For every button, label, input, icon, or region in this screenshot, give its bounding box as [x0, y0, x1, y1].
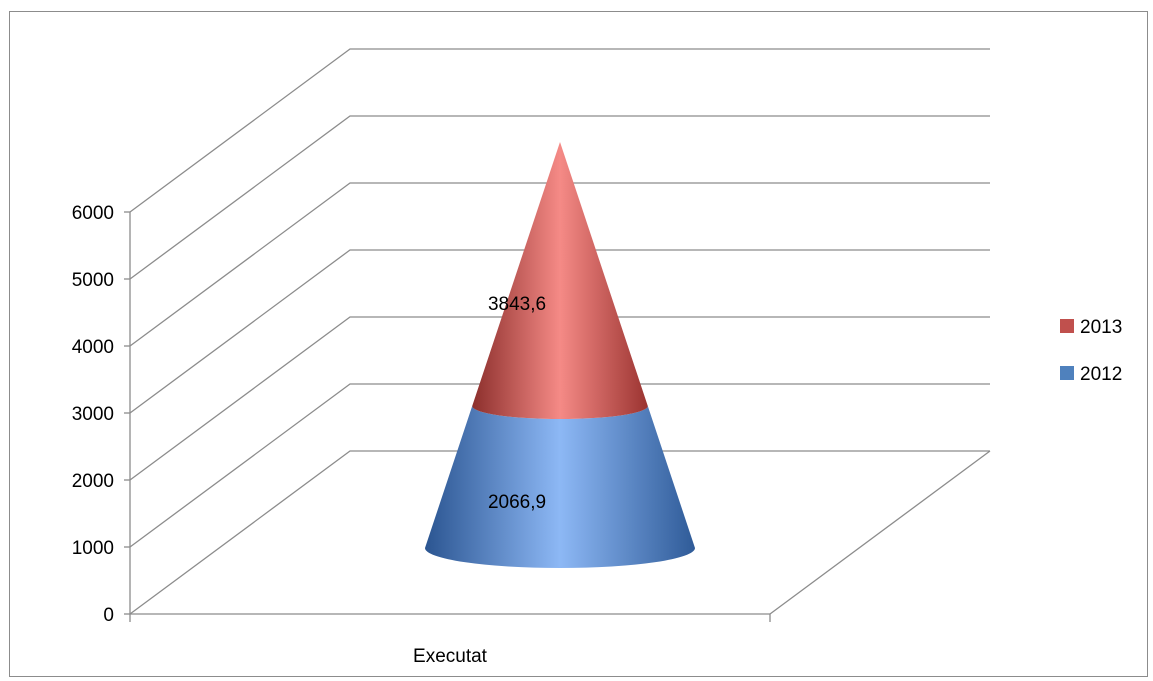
y-tick-label: 2000	[72, 471, 114, 492]
cone-segment-2012	[425, 406, 695, 568]
legend-swatch-2013	[1060, 319, 1074, 333]
data-label-2012: 2066,9	[488, 492, 546, 513]
gridline-2000	[129, 316, 990, 481]
cone-series	[425, 142, 695, 568]
gridline-6000	[129, 48, 990, 213]
gridline-4000	[129, 182, 990, 347]
grid-lines	[129, 48, 990, 615]
cone-segment-2013	[472, 142, 648, 420]
gridline-3000	[129, 249, 990, 414]
floor-right-edge	[769, 450, 991, 615]
legend-label-2013: 2013	[1080, 317, 1122, 338]
y-tick-label: 3000	[72, 404, 114, 425]
y-tick-label: 5000	[72, 270, 114, 291]
y-tick-label: 4000	[72, 337, 114, 358]
y-tick-label: 1000	[72, 538, 114, 559]
y-tick-label: 0	[103, 605, 114, 626]
legend-label-2012: 2012	[1080, 364, 1122, 385]
gridline-1000	[129, 383, 990, 548]
x-tick-label: Executat	[413, 646, 488, 667]
axes: 0 1000 2000 3000 4000 5000 6000 Executat	[72, 203, 991, 667]
gridline-0	[129, 450, 990, 615]
legend-swatch-2012	[1060, 366, 1074, 380]
data-label-2013: 3843,6	[488, 294, 546, 315]
legend: 2013 2012	[1060, 317, 1122, 385]
data-labels: 2066,9 3843,6	[488, 294, 546, 513]
gridline-5000	[129, 115, 990, 280]
y-tick-label: 6000	[72, 203, 114, 224]
